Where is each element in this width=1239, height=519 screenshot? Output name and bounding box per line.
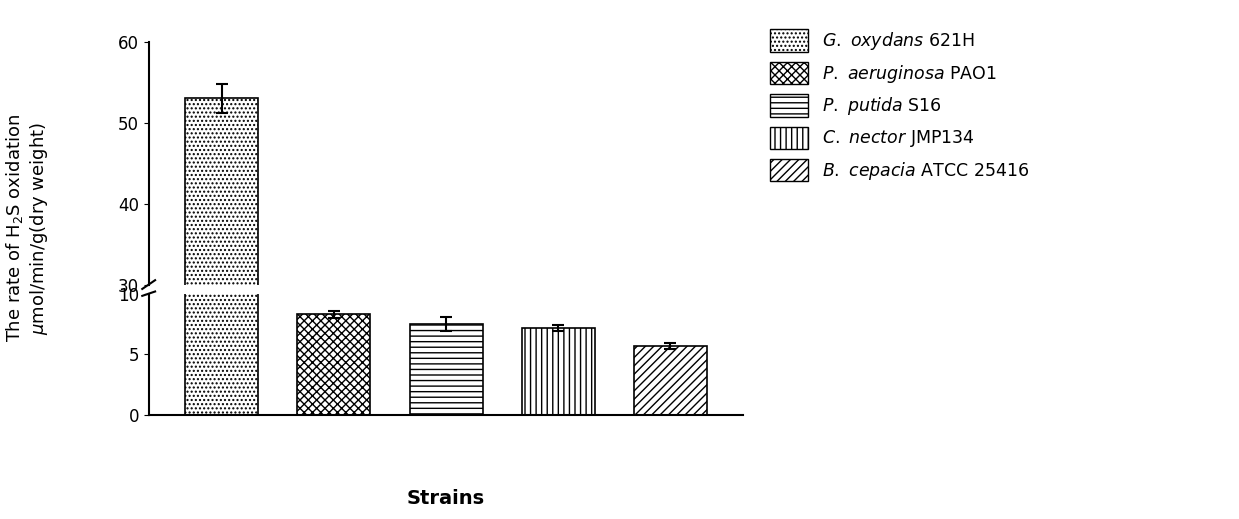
Bar [297, 315, 370, 415]
Bar [522, 469, 595, 519]
Bar [410, 324, 482, 415]
Bar [634, 346, 707, 415]
Legend: $\mathit{G.\ oxydans}$ 621H, $\mathit{P.\ aeruginosa}$ PAO1, $\mathit{P.\ putida: $\mathit{G.\ oxydans}$ 621H, $\mathit{P.… [764, 24, 1035, 187]
Bar [522, 327, 595, 415]
Text: Strains: Strains [406, 489, 486, 508]
Text: The rate of H$_2$S oxidation
$\mu$mol/min/g(dry weight): The rate of H$_2$S oxidation $\mu$mol/mi… [4, 114, 51, 343]
Bar [297, 460, 370, 519]
Bar [634, 482, 707, 519]
Bar [410, 467, 482, 519]
Bar [185, 0, 258, 415]
Bar [185, 98, 258, 519]
